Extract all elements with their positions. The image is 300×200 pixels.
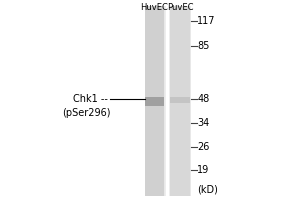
Bar [147,6,190,196]
Text: 19: 19 [197,165,210,175]
Text: 85: 85 [197,41,210,51]
Bar [145,6,164,196]
Text: 26: 26 [197,142,210,152]
Bar [145,97,164,106]
Text: (kD): (kD) [197,184,218,194]
Text: HuvEC: HuvEC [141,3,168,12]
Text: 34: 34 [197,118,210,128]
Text: Chk1 --: Chk1 -- [73,94,108,104]
Text: PuvEC: PuvEC [167,3,193,12]
Bar [170,6,190,196]
Text: (pSer296): (pSer296) [62,108,111,118]
Text: 117: 117 [197,16,216,26]
Bar [170,97,190,103]
Text: 48: 48 [197,94,210,104]
